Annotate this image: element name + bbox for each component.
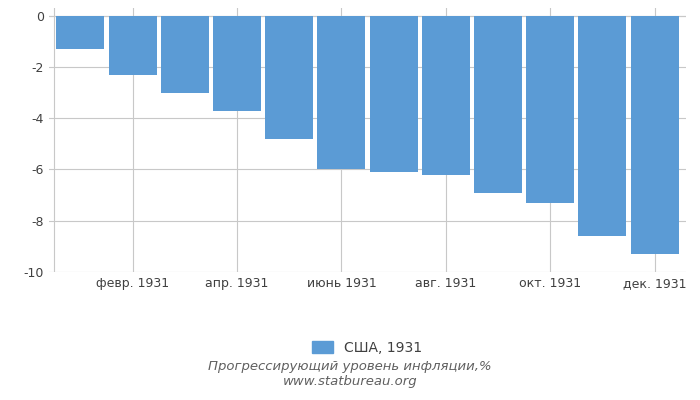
- Bar: [474, 16, 522, 192]
- Bar: [578, 16, 626, 236]
- Text: Прогрессирующий уровень инфляции,%
www.statbureau.org: Прогрессирующий уровень инфляции,% www.s…: [208, 360, 492, 388]
- Bar: [631, 16, 679, 254]
- Bar: [422, 16, 470, 175]
- Bar: [317, 16, 365, 170]
- Bar: [265, 16, 313, 139]
- Legend: США, 1931: США, 1931: [307, 335, 428, 360]
- Bar: [161, 16, 209, 92]
- Bar: [56, 16, 104, 49]
- Bar: [108, 16, 157, 75]
- Bar: [526, 16, 574, 203]
- Bar: [370, 16, 418, 172]
- Bar: [213, 16, 261, 110]
